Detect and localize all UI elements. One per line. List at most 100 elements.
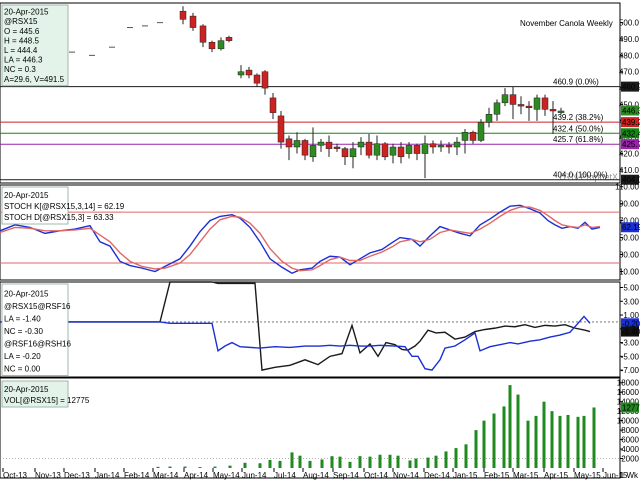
x-tick-label: Oct-13	[3, 471, 28, 480]
stoch-last-tag-bg	[621, 222, 639, 233]
volume-bar	[592, 407, 596, 468]
info-box-line: O = 445.6	[4, 27, 40, 36]
fib-price-tag-bg	[621, 139, 639, 150]
price-y-tick-label: 420.0	[619, 150, 640, 159]
candle-body	[389, 146, 397, 156]
volume-bar	[558, 415, 562, 468]
info-box-line: LA = -0.20	[4, 352, 41, 361]
candle-body	[525, 105, 533, 108]
info-box-line: STOCH D[@RSX15,3] = 63.33	[4, 213, 114, 222]
volume-bar	[454, 448, 458, 468]
volume-bar	[268, 459, 272, 468]
candle-body	[405, 145, 413, 154]
candle-body	[469, 132, 477, 141]
volume-bar	[550, 411, 554, 468]
spread-y-tick-label: -5.00	[621, 352, 640, 361]
info-box-line: STOCH K[@RSX15,3,14] = 62.19	[4, 202, 125, 211]
fib-price-tag: 404.0	[622, 176, 640, 185]
info-box-line: A=29.6, V=491.5	[4, 75, 65, 84]
candle-body	[217, 40, 225, 50]
price-y-tick-label: 490.0	[619, 35, 640, 44]
volume-bar	[168, 466, 172, 468]
volume-bar	[290, 452, 294, 468]
price-y-tick-label: 410.0	[619, 166, 640, 175]
candle-body	[533, 97, 541, 110]
volume-bar	[198, 467, 202, 468]
fib-price-tag: 432.4	[622, 129, 640, 138]
candle-body	[349, 148, 357, 158]
chart-title: November Canola Weekly	[520, 19, 613, 28]
volume-bar	[414, 458, 418, 468]
candle-body	[285, 138, 293, 148]
spread2-last-tag: -0.20	[622, 319, 640, 328]
candle-body	[461, 132, 469, 141]
volume-bar	[243, 462, 247, 468]
stoch-d-line	[0, 206, 601, 272]
x-tick-label: Mar-14	[153, 471, 179, 480]
stoch-y-tick-label: 30.00	[619, 251, 640, 260]
candle-body	[541, 97, 549, 110]
stochastics-panel: 10.00 30.00 50.00 70.00 90.00 110.00 62.19 20-A…	[0, 183, 640, 281]
volume-y-tick-label: 14000	[617, 398, 640, 407]
fib-label: 439.2 (38.2%)	[553, 113, 604, 122]
candle-body	[445, 145, 453, 148]
x-tick-label: Mar-15	[513, 471, 539, 480]
volume-bar	[330, 456, 334, 468]
candle-body	[261, 71, 269, 89]
last-price-tag-bg	[621, 105, 639, 116]
candle-body	[365, 141, 373, 156]
volume-bar	[444, 451, 448, 468]
volume-y-tick-label: 8000	[621, 426, 639, 435]
info-box-line: @RSF16@RSH16	[4, 340, 71, 349]
x-tick-label: Jan-14	[95, 471, 120, 480]
candle-body	[199, 25, 207, 43]
x-tick-label: Jul-14	[274, 471, 296, 480]
x-tick-label: Feb-15	[484, 471, 510, 480]
volume-bar	[502, 406, 506, 468]
x-tick-label: Feb-14	[124, 471, 150, 480]
spread1-last-tag: -1.40	[622, 328, 640, 337]
info-box-line: LA = -1.40	[4, 315, 41, 324]
candle-body	[501, 94, 509, 104]
spread-y-tick-label: 1.00	[623, 311, 639, 320]
candle-body	[509, 94, 517, 105]
info-box-line: LA = 446.3	[4, 56, 43, 65]
spread1-last-tag-bg	[621, 326, 639, 337]
fib-price-tag-bg	[621, 81, 639, 92]
x-tick-label: Apr-15	[544, 471, 569, 480]
volume-last-tag: 12775	[622, 403, 640, 412]
fib-price-tag: 425.7	[622, 140, 640, 149]
price-y-tick-label: 450.0	[619, 100, 640, 109]
info-box-line: NC = -0.30	[4, 327, 43, 336]
stoch-last-tag: 62.19	[622, 223, 640, 232]
volume-bar	[576, 416, 580, 468]
x-tick-label: Jan-15	[453, 471, 478, 480]
volume-bar	[542, 401, 546, 468]
stoch-y-tick-label: 70.00	[619, 217, 640, 226]
volume-bar	[408, 460, 412, 468]
candle-body	[381, 143, 389, 158]
spread-f16-h16-line	[0, 315, 591, 371]
info-box-line: @RSX15	[4, 17, 38, 26]
x-tick-label: Apr-14	[184, 471, 209, 480]
spread-y-tick-label: -3.00	[621, 339, 640, 348]
x-tick-label: Nov-13	[35, 471, 61, 480]
stoch-y-tick-label: 50.00	[619, 234, 640, 243]
info-box-line: 20-Apr-2015	[4, 191, 49, 200]
x-tick-label: Nov-14	[393, 471, 419, 480]
candle-body	[557, 110, 565, 113]
candle-body	[325, 141, 333, 149]
volume-bar	[378, 454, 382, 468]
stoch-y-tick-label: 90.00	[619, 200, 640, 209]
x-tick-label: Dec-13	[64, 471, 90, 480]
volume-bar	[566, 414, 570, 468]
info-box-bg	[1, 380, 69, 408]
price-y-tick-label: 480.0	[619, 51, 640, 60]
volume-bar	[426, 457, 430, 468]
candle-body	[549, 109, 557, 112]
volume-y-tick-label: 4000	[621, 445, 639, 454]
candle-body	[208, 42, 216, 50]
candle-body	[485, 114, 493, 123]
volume-bar	[508, 385, 512, 468]
info-box-line: 20-Apr-2015	[4, 290, 49, 299]
